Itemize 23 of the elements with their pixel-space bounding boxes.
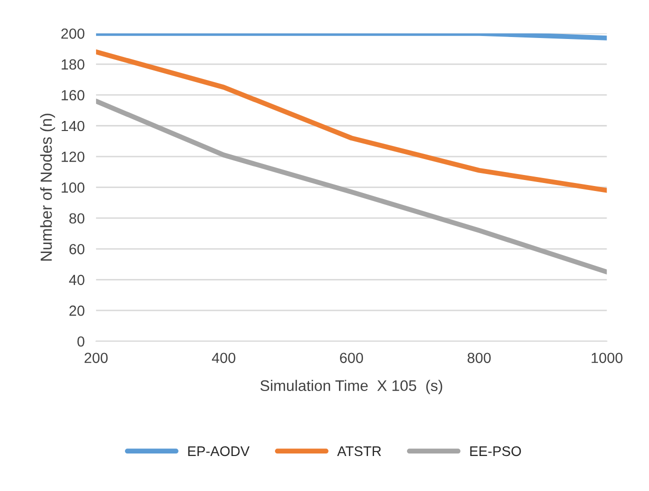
y-tick-label: 40 bbox=[69, 274, 84, 286]
x-tick-label: 800 bbox=[468, 352, 491, 364]
y-axis-title: Number of Nodes (n) bbox=[40, 114, 56, 261]
legend-label: EE-PSO bbox=[470, 446, 521, 456]
y-tick-label: 60 bbox=[69, 244, 84, 254]
y-tick-label: 20 bbox=[69, 306, 84, 316]
y-tick-label: 180 bbox=[62, 59, 84, 70]
y-tick-label: 0 bbox=[77, 336, 84, 347]
y-tick-label: 120 bbox=[62, 152, 84, 162]
x-tick-label: 1000 bbox=[592, 352, 622, 364]
y-tick-label: 200 bbox=[61, 28, 84, 39]
y-tick-label: 100 bbox=[62, 182, 84, 193]
y-tick-label: 80 bbox=[69, 213, 84, 224]
x-tick-label: 400 bbox=[212, 352, 236, 364]
line-series bbox=[96, 98, 607, 274]
x-tick-label: 600 bbox=[340, 352, 364, 364]
line-series bbox=[96, 49, 607, 193]
x-tick-label: 200 bbox=[84, 352, 108, 364]
legend-label: EP-AODV bbox=[188, 446, 250, 456]
y-tick-label: 160 bbox=[62, 90, 84, 100]
y-tick-label: 140 bbox=[62, 120, 84, 132]
x-axis-title: Simulation Time X 105 (s) bbox=[260, 380, 442, 394]
legend-label: ATSTR bbox=[337, 446, 381, 456]
